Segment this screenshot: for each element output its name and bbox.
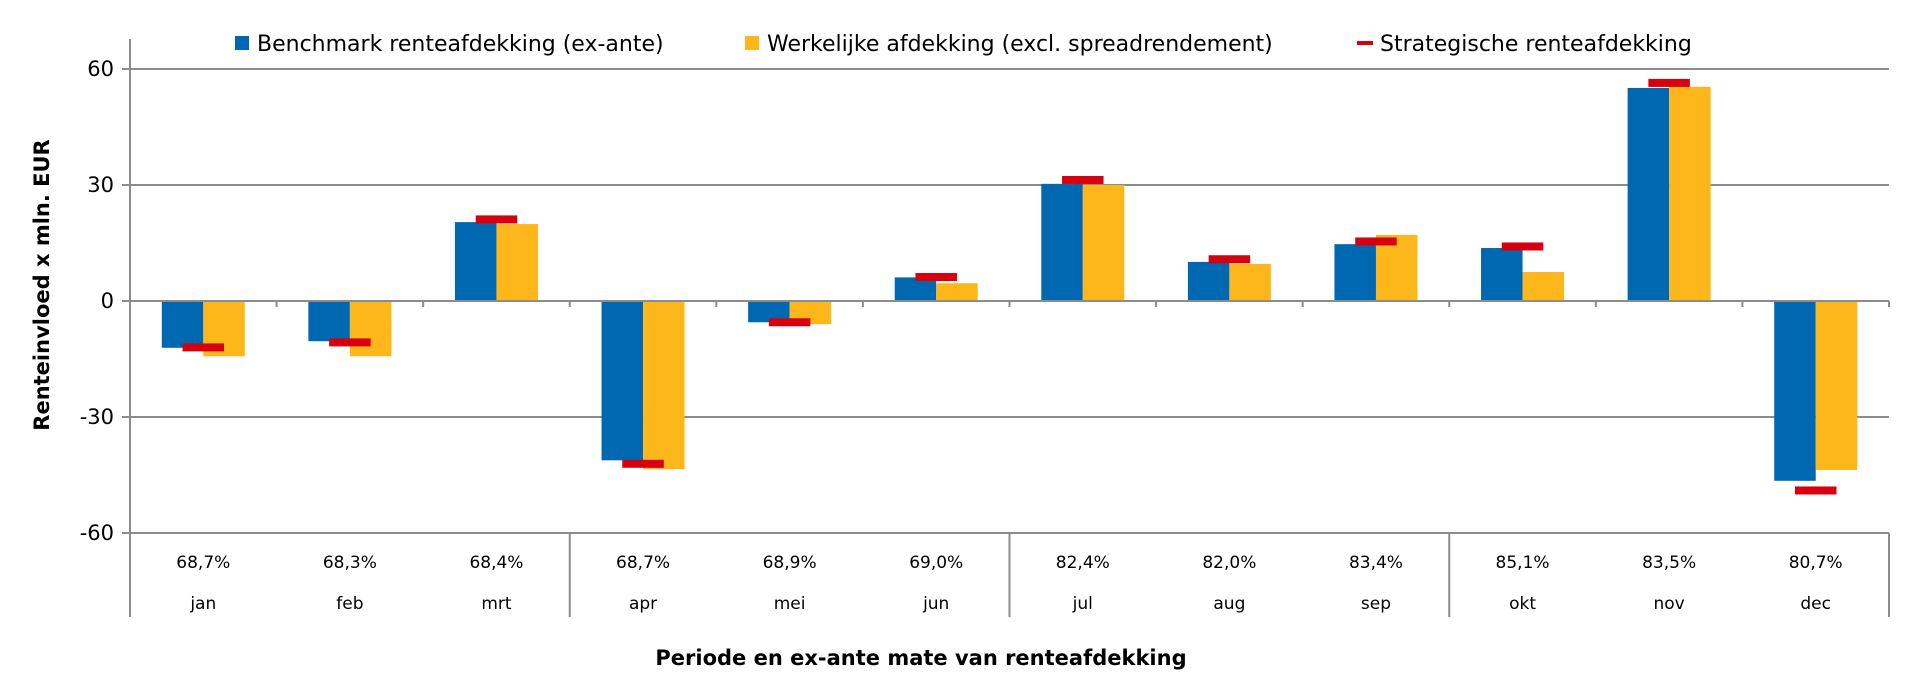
legend-label-werkelijk: Werkelijke afdekking (excl. spreadrendem… [767, 32, 1273, 57]
bar-werkelijk-nov [1669, 86, 1711, 301]
marker-strategisch-aug [1208, 255, 1251, 264]
y-axis-ticks: 60 30 0 -30 -60 [80, 57, 114, 545]
marker-strategisch-feb [329, 338, 371, 347]
bar-benchmark-aug [1187, 261, 1230, 301]
bar-benchmark-sep [1334, 244, 1376, 301]
bar-benchmark-jul [1041, 183, 1083, 301]
bar-werkelijk-sep [1375, 234, 1418, 301]
legend-swatch-werkelijk [745, 36, 759, 50]
x-tick-label-month: jun [922, 594, 949, 614]
bar-werkelijk-feb [349, 301, 392, 357]
x-tick-label-month: feb [336, 594, 363, 614]
bar-benchmark-apr [601, 301, 644, 461]
x-tick-label-month: okt [1509, 594, 1536, 614]
bar-benchmark-dec [1774, 301, 1816, 481]
bar-werkelijk-jun [936, 283, 978, 301]
axes [129, 39, 1890, 617]
bar-werkelijk-apr [643, 301, 685, 470]
x-sublabel-hedge-ratio: 82,4% [1056, 553, 1110, 573]
x-sublabel-hedge-ratio: 80,7% [1789, 553, 1843, 573]
bar-werkelijk-okt [1522, 272, 1565, 301]
bar-benchmark-mei [748, 301, 790, 323]
x-axis-title: Periode en ex-ante mate van renteafdekki… [655, 646, 1186, 670]
x-sublabel-hedge-ratio: 83,4% [1349, 553, 1403, 573]
marker-strategisch-mei [768, 318, 811, 327]
x-sublabel-hedge-ratio: 68,7% [616, 553, 670, 573]
marker-strategisch-jan [182, 343, 225, 352]
marker-strategisch-sep [1355, 237, 1397, 246]
marker-strategisch-dec [1794, 486, 1837, 495]
marker-strategisch-jul [1062, 175, 1104, 184]
x-tick-label-month: dec [1800, 594, 1831, 614]
marker-strategisch-nov [1648, 78, 1690, 87]
bar-benchmark-jan [161, 301, 204, 348]
x-axis-labels: 68,7% jan 68,3% feb 68,4% mrt 68,7% apr 68,9% mei… [176, 553, 1842, 614]
x-tick-label-month: nov [1654, 594, 1685, 614]
y-tick-label: 30 [87, 173, 114, 197]
x-sublabel-hedge-ratio: 83,5% [1642, 553, 1696, 573]
y-tick-label: -30 [80, 405, 114, 429]
x-sublabel-hedge-ratio: 69,0% [909, 553, 963, 573]
x-tick-label-month: aug [1213, 594, 1245, 614]
x-tick-label-month: mrt [481, 594, 512, 614]
bar-werkelijk-dec [1815, 301, 1858, 470]
x-sublabel-hedge-ratio: 68,4% [469, 553, 523, 573]
bar-benchmark-nov [1627, 87, 1670, 302]
x-sublabel-hedge-ratio: 68,7% [176, 553, 230, 573]
legend-label-benchmark: Benchmark renteafdekking (ex-ante) [257, 32, 664, 57]
legend-swatch-strategisch [1357, 41, 1373, 45]
y-tick-label: 0 [101, 289, 114, 313]
markers [182, 78, 1837, 495]
legend: Benchmark renteafdekking (ex-ante) Werke… [235, 32, 1692, 57]
x-sublabel-hedge-ratio: 85,1% [1496, 553, 1550, 573]
x-tick-label-month: jul [1072, 594, 1093, 614]
y-tick-label: 60 [87, 57, 114, 81]
x-tick-label-month: apr [629, 594, 657, 614]
bar-werkelijk-aug [1229, 263, 1271, 301]
marker-strategisch-apr [622, 459, 664, 468]
bars [161, 86, 1858, 481]
x-tick-label-month: jan [189, 594, 216, 614]
x-tick-label-month: sep [1361, 594, 1391, 614]
bar-werkelijk-jul [1082, 185, 1125, 301]
marker-strategisch-okt [1501, 242, 1544, 251]
y-axis-title: Renteinvloed x mln. EUR [30, 139, 54, 430]
x-sublabel-hedge-ratio: 68,3% [323, 553, 377, 573]
bar-werkelijk-mrt [496, 224, 538, 301]
legend-label-strategisch: Strategische renteafdekking [1380, 32, 1692, 57]
bar-benchmark-mrt [454, 222, 497, 301]
bar-benchmark-feb [308, 301, 350, 342]
bar-benchmark-okt [1481, 248, 1523, 301]
bar-benchmark-jun [894, 277, 937, 301]
x-sublabel-hedge-ratio: 68,9% [763, 553, 817, 573]
x-sublabel-hedge-ratio: 82,0% [1202, 553, 1256, 573]
marker-strategisch-mrt [475, 215, 518, 224]
legend-swatch-benchmark [235, 36, 249, 50]
y-tick-label: -60 [80, 521, 114, 545]
x-tick-label-month: mei [774, 594, 806, 614]
marker-strategisch-jun [915, 273, 957, 282]
